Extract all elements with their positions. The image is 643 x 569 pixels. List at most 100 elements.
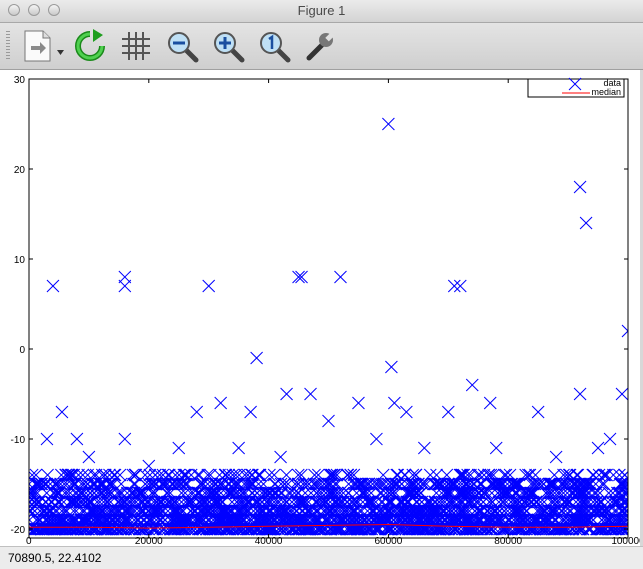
data-point xyxy=(602,513,615,527)
data-point xyxy=(328,468,341,482)
close-window-button[interactable] xyxy=(8,4,20,16)
legend-box xyxy=(527,78,625,98)
x-tick-label: 80000 xyxy=(494,536,522,546)
data-point xyxy=(571,486,585,500)
data-point xyxy=(365,504,378,518)
data-point xyxy=(439,486,453,500)
data-point xyxy=(557,486,570,500)
data-point xyxy=(473,468,487,482)
data-point xyxy=(438,513,452,527)
data-point xyxy=(164,513,177,527)
cursor-coordinates: 70890.5, 22.4102 xyxy=(8,551,102,565)
data-point xyxy=(574,522,587,536)
data-point xyxy=(132,504,146,518)
data-point xyxy=(341,495,354,509)
data-point xyxy=(55,405,69,419)
save-figure-button[interactable] xyxy=(18,28,68,64)
settings-button[interactable] xyxy=(302,28,338,64)
data-point xyxy=(65,477,78,491)
data-point xyxy=(70,432,84,446)
data-point xyxy=(456,513,470,527)
data-point xyxy=(216,513,230,527)
data-point xyxy=(579,216,593,230)
data-point xyxy=(486,513,500,527)
scatter-chart[interactable]: -20 -10 0 10 20 30 0 20000 40000 60000 80000 100000… xyxy=(0,70,643,547)
data-point xyxy=(138,468,152,482)
data-point xyxy=(247,504,260,518)
data-point xyxy=(191,513,205,527)
data-point xyxy=(102,522,116,536)
data-point xyxy=(81,468,95,482)
data-point xyxy=(132,522,146,536)
minimize-window-button[interactable] xyxy=(28,4,40,16)
data-point xyxy=(275,522,289,536)
zoom-window-button[interactable] xyxy=(48,4,60,16)
data-point xyxy=(559,495,573,509)
data-point xyxy=(214,504,228,518)
data-point xyxy=(98,522,112,536)
data-point xyxy=(118,270,132,284)
data-point xyxy=(504,495,518,509)
data-point xyxy=(292,270,305,284)
data-point xyxy=(390,513,404,527)
data-point xyxy=(107,504,121,518)
data-point xyxy=(482,468,496,482)
data-point xyxy=(400,486,413,500)
data-point xyxy=(388,396,401,410)
data-point xyxy=(441,477,455,491)
data-point xyxy=(484,468,498,482)
data-point xyxy=(483,396,497,410)
document-export-icon xyxy=(24,30,64,62)
y-tick-label: 30 xyxy=(14,75,26,86)
data-point xyxy=(508,477,522,491)
data-point xyxy=(478,486,491,500)
data-point xyxy=(145,477,159,491)
data-point xyxy=(262,513,275,527)
data-point xyxy=(260,495,273,509)
data-point xyxy=(334,504,348,518)
data-point xyxy=(237,504,250,518)
toolbar xyxy=(0,23,643,70)
zoom-reset-button[interactable] xyxy=(256,28,292,64)
zoom-in-button[interactable] xyxy=(210,28,246,64)
data-point xyxy=(324,504,338,518)
data-point xyxy=(240,495,254,509)
data-point xyxy=(539,504,552,518)
y-tick-label: -20 xyxy=(11,525,26,536)
zoom-out-button[interactable] xyxy=(164,28,200,64)
data-point xyxy=(96,522,110,536)
refresh-button[interactable] xyxy=(72,28,108,64)
data-point xyxy=(456,522,470,536)
figure-canvas[interactable]: -20 -10 0 10 20 30 0 20000 40000 60000 80000 100000… xyxy=(0,70,643,547)
data-point xyxy=(73,495,87,509)
data-point xyxy=(489,441,503,455)
data-point xyxy=(391,468,405,482)
data-point xyxy=(77,504,91,518)
data-point xyxy=(196,513,210,527)
data-point xyxy=(104,477,118,491)
data-point xyxy=(36,504,50,518)
data-point xyxy=(619,495,628,509)
data-point xyxy=(533,477,547,491)
grid-toggle-button[interactable] xyxy=(118,28,154,64)
data-point xyxy=(594,504,607,518)
data-point xyxy=(362,477,376,491)
canvas-edge xyxy=(640,70,643,546)
data-point xyxy=(171,477,185,491)
data-point xyxy=(379,486,393,500)
data-point xyxy=(612,486,626,500)
data-point xyxy=(47,486,60,500)
y-tick-label: 10 xyxy=(14,255,26,266)
zoom-in-icon xyxy=(214,32,245,63)
median-line xyxy=(29,523,628,529)
data-point xyxy=(252,468,265,482)
data-point xyxy=(192,495,206,509)
data-point xyxy=(263,486,276,500)
toolbar-grip[interactable] xyxy=(6,31,10,61)
data-point xyxy=(350,477,363,491)
data-point xyxy=(380,504,394,518)
data-point xyxy=(301,504,315,518)
data-point xyxy=(101,495,115,509)
data-point xyxy=(245,486,259,500)
